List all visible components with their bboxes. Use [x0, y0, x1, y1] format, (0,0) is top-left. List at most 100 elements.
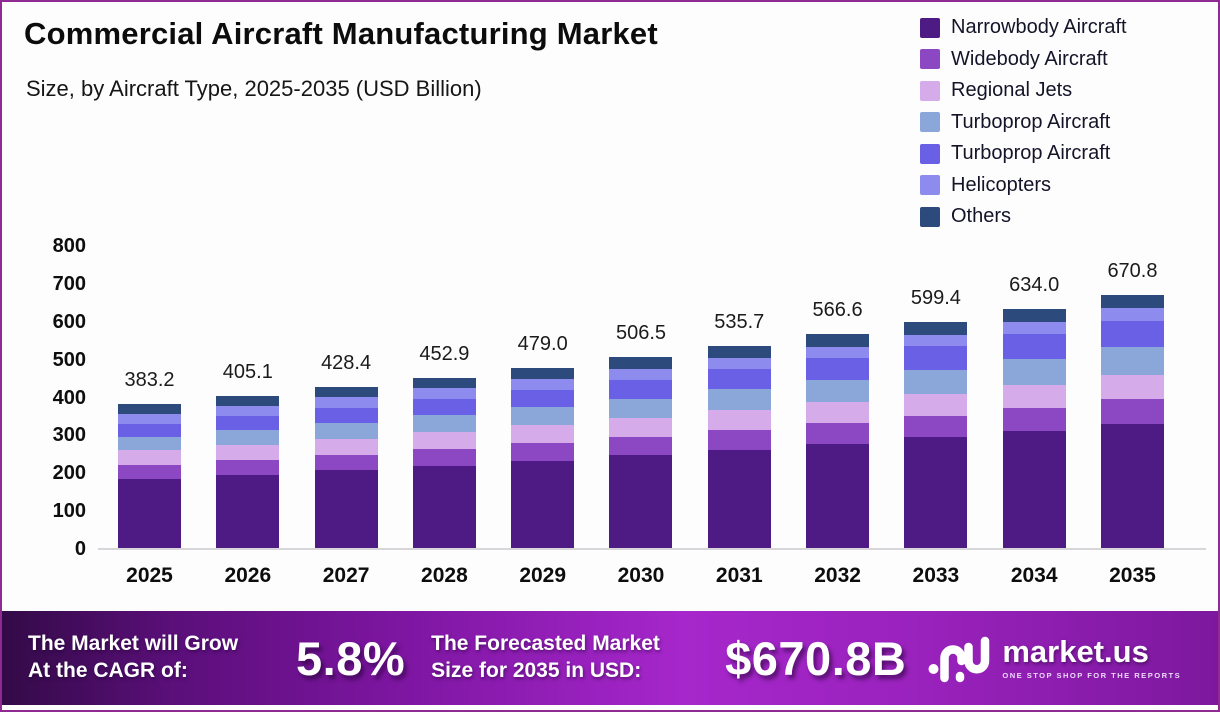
legend-swatch-icon [920, 175, 940, 196]
bar-total-label: 566.6 [812, 299, 863, 322]
cagr-label-line2: At the CAGR of: [28, 659, 188, 682]
bar-segment-turboprop-aircraft [904, 369, 968, 394]
bar-2028: 452.9 [412, 342, 476, 549]
bar-total-label: 428.4 [321, 351, 372, 374]
bar-segment-regional-jets [806, 402, 870, 424]
bar-segment-regional-jets [1100, 375, 1164, 400]
bar-segment-helicopters [1100, 308, 1164, 321]
bar-segment-regional-jets [1002, 384, 1066, 408]
marketus-logo: market.us ONE STOP SHOP FOR THE REPORTS [928, 630, 1181, 686]
bar-segment-turboprop-aircraft [1100, 320, 1164, 348]
bar-segment-widebody-aircraft [511, 443, 575, 461]
bars-row: 383.2 405.1 428.4 452.9 479.0 506.5 535.7 566.6… [102, 2, 1204, 549]
y-axis: 0 100 200 300 400 500 600 700 800 [2, 2, 86, 602]
bar-total-label: 405.1 [222, 360, 273, 383]
bar-segment-regional-jets [216, 444, 280, 460]
bar-segment-regional-jets [609, 418, 673, 437]
bar-total-label: 670.8 [1107, 259, 1158, 282]
bar-segment-turboprop-aircraft [511, 407, 575, 426]
legend-item-others: Others [920, 201, 1127, 233]
marketus-logo-tagline: ONE STOP SHOP FOR THE REPORTS [1002, 671, 1182, 680]
legend-label: Widebody Aircraft [951, 47, 1108, 70]
x-axis-row: 2025 2026 2027 2028 2029 2030 2031 2032 2033 2034… [102, 564, 1204, 588]
bar-2030: 506.5 [609, 322, 673, 549]
bar-segment-narrowbody-aircraft [412, 465, 476, 549]
bar-segment-helicopters [806, 346, 870, 359]
bar-segment-others [806, 334, 870, 347]
bar-segment-turboprop-aircraft [216, 429, 280, 445]
legend-item-turboprop-aircraft: Turboprop Aircraft [920, 107, 1127, 139]
bar-stack [1100, 294, 1164, 549]
bar-segment-turboprop-aircraft [314, 407, 378, 423]
bar-segment-helicopters [216, 405, 280, 416]
bar-segment-widebody-aircraft [118, 464, 181, 479]
bar-segment-widebody-aircraft [609, 436, 673, 456]
bar-2025: 383.2 [118, 369, 181, 549]
y-tick-label: 100 [52, 500, 86, 523]
bar-segment-regional-jets [314, 438, 378, 455]
bar-segment-narrowbody-aircraft [707, 449, 771, 549]
legend-swatch-icon [920, 206, 940, 227]
bar-segment-turboprop-aircraft [707, 369, 771, 390]
bar-stack [511, 367, 575, 549]
bar-2032: 566.6 [806, 299, 870, 549]
x-tick-label-2025: 2025 [126, 564, 173, 587]
legend-swatch-icon [920, 49, 940, 70]
bar-segment-turboprop-aircraft [609, 379, 673, 399]
forecast-label: The Forecasted Market Size for 2035 in U… [431, 631, 719, 685]
legend-swatch-icon [920, 17, 940, 38]
bar-segment-turboprop-aircraft [412, 398, 476, 416]
bar-stack [216, 395, 280, 549]
bar-segment-narrowbody-aircraft [314, 470, 378, 549]
x-tick-label-2027: 2027 [322, 564, 370, 587]
y-tick-label: 0 [74, 538, 86, 560]
bar-segment-turboprop-aircraft [118, 436, 181, 451]
x-tick-label-2028: 2028 [421, 564, 468, 587]
legend-swatch-icon [920, 112, 940, 133]
y-tick-label: 600 [52, 310, 86, 333]
bar-2027: 428.4 [314, 351, 378, 549]
legend-item-turboprop-aircraft: Turboprop Aircraft [920, 138, 1127, 170]
bar-segment-others [412, 377, 476, 389]
bar-segment-narrowbody-aircraft [216, 474, 280, 549]
bar-total-label: 599.4 [910, 287, 961, 310]
x-tick-label-2026: 2026 [224, 564, 272, 587]
legend-label: Turboprop Aircraft [951, 110, 1111, 133]
bar-total-label: 452.9 [419, 342, 470, 365]
page-title: Commercial Aircraft Manufacturing Market [24, 16, 658, 51]
bar-2035: 670.8 [1100, 259, 1164, 549]
y-tick-label: 500 [52, 348, 86, 371]
bar-segment-turboprop-aircraft [216, 415, 280, 430]
bar-segment-turboprop-aircraft [118, 423, 181, 437]
bar-segment-widebody-aircraft [806, 423, 870, 444]
legend-swatch-icon [920, 143, 940, 164]
bar-segment-turboprop-aircraft [806, 379, 870, 403]
bar-segment-others [314, 386, 378, 398]
bar-segment-regional-jets [412, 432, 476, 450]
bar-segment-helicopters [118, 413, 181, 424]
legend-label: Regional Jets [951, 79, 1073, 102]
bar-segment-narrowbody-aircraft [118, 478, 181, 549]
bar-stack [412, 377, 476, 549]
bar-segment-turboprop-aircraft [806, 358, 870, 380]
legend-label: Narrowbody Aircraft [951, 16, 1127, 39]
bar-segment-regional-jets [707, 410, 771, 431]
legend-item-helicopters: Helicopters [920, 170, 1127, 202]
bar-total-label: 479.0 [517, 332, 568, 355]
y-tick-label: 400 [52, 386, 86, 409]
page-subtitle: Size, by Aircraft Type, 2025-2035 (USD B… [26, 76, 482, 101]
x-tick-label-2035: 2035 [1109, 564, 1156, 587]
bar-segment-helicopters [904, 334, 968, 347]
bar-segment-widebody-aircraft [904, 415, 968, 438]
bar-segment-others [609, 357, 673, 369]
bar-segment-widebody-aircraft [216, 459, 280, 475]
x-tick-label-2029: 2029 [519, 564, 567, 587]
bar-stack [904, 322, 968, 549]
forecast-value: $670.8B [725, 631, 907, 685]
forecast-label-line2: Size for 2035 in USD: [431, 659, 642, 682]
bar-segment-others [216, 395, 280, 406]
bar-segment-narrowbody-aircraft [511, 460, 575, 549]
bar-segment-others [904, 322, 968, 335]
bar-segment-turboprop-aircraft [511, 389, 575, 408]
marketus-logo-icon [928, 636, 990, 683]
